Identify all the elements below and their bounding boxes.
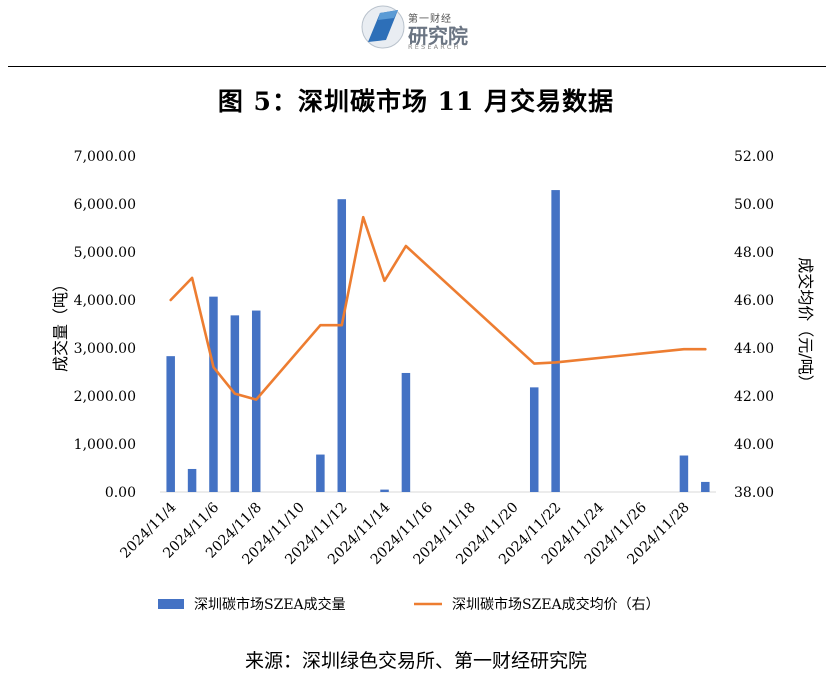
- y-right-tick-label: 44.00: [734, 341, 774, 357]
- volume-bar: [401, 372, 411, 492]
- logo-sub-text: RESEARCH: [408, 43, 461, 51]
- volume-bar: [209, 296, 218, 492]
- volume-bar: [251, 310, 261, 492]
- volume-bar: [230, 315, 240, 492]
- research-institute-logo: 第一财经 研究院 RESEARCH: [360, 4, 480, 51]
- volume-bar: [380, 489, 389, 492]
- volume-bar: [187, 468, 197, 492]
- volume-bar: [166, 356, 175, 492]
- source-note: 来源：深圳绿色交易所、第一财经研究院: [244, 650, 587, 672]
- y-right-tick-label: 52.00: [734, 149, 774, 165]
- volume-bar: [316, 454, 325, 492]
- y-right-tick-label: 40.00: [734, 437, 774, 453]
- legend-swatch-volume: [158, 599, 184, 609]
- y-left-axis-title: 成交量（吨）: [51, 276, 70, 372]
- logo-emblem-icon: [361, 5, 405, 49]
- volume-bar: [679, 455, 689, 492]
- price-line: [169, 215, 707, 401]
- header-divider: [8, 66, 826, 67]
- logo-top-text: 第一财经: [408, 14, 452, 25]
- chart-title: 图 5：深圳碳市场 11 月交易数据: [217, 87, 615, 116]
- y-right-tick-label: 46.00: [734, 293, 774, 309]
- volume-bar: [337, 199, 347, 492]
- y-right-tick-label: 48.00: [734, 245, 774, 261]
- volume-bar: [701, 481, 710, 492]
- trading-chart: 0.00 1,000.00 2,000.00 3,000.00 4,000.00 5,00…: [51, 149, 815, 613]
- y-left-tick-label: 4,000.00: [74, 293, 136, 309]
- y-right-tick-label: 42.00: [734, 389, 774, 405]
- y-left-tick-label: 2,000.00: [74, 389, 136, 405]
- y-right-axis-title: 成交均价（元/吨）: [796, 257, 815, 390]
- y-left-tick-label: 5,000.00: [74, 245, 136, 261]
- volume-bar: [551, 190, 560, 492]
- y-right-tick-label: 38.00: [734, 485, 774, 501]
- y-left-tick-label: 0.00: [105, 485, 136, 501]
- volume-bar: [529, 387, 539, 492]
- legend-label-price: 深圳碳市场SZEA成交均价（右）: [452, 596, 660, 613]
- logo-main-text: 研究院: [408, 24, 468, 48]
- plot-area: 0.00 1,000.00 2,000.00 3,000.00 4,000.00 5,00…: [51, 149, 815, 613]
- y-right-tick-label: 50.00: [734, 197, 774, 213]
- y-left-tick-label: 3,000.00: [74, 341, 136, 357]
- y-left-tick-label: 7,000.00: [74, 149, 136, 165]
- y-left-tick-label: 6,000.00: [74, 197, 136, 213]
- legend-label-volume: 深圳碳市场SZEA成交量: [194, 596, 346, 613]
- y-left-tick-label: 1,000.00: [74, 437, 136, 453]
